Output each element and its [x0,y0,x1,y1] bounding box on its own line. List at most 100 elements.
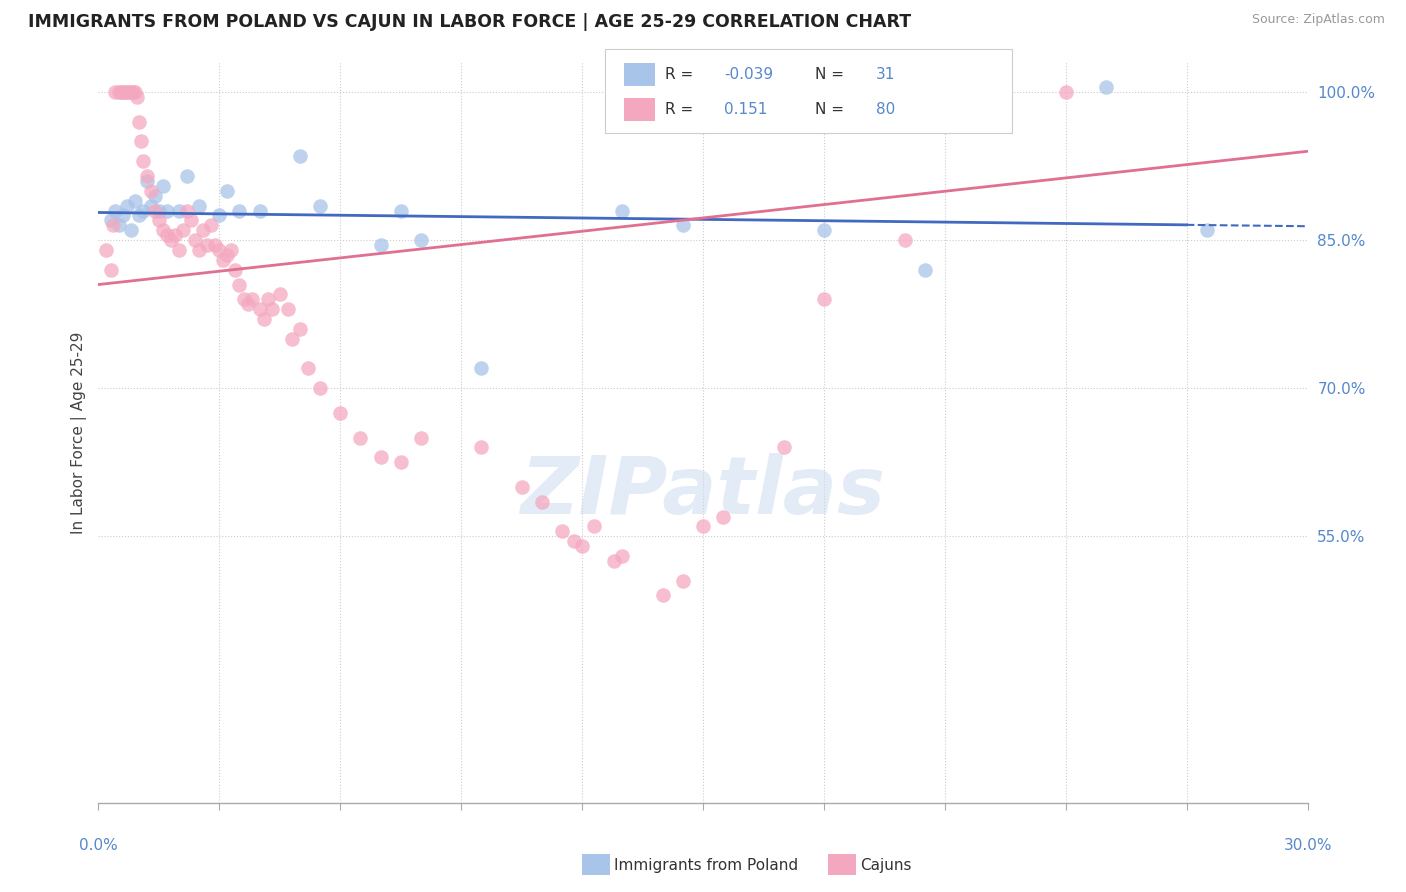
Point [115,85,138,99]
Point [152,223,174,237]
Point [603,554,626,568]
Point [115,198,138,212]
Point [228,203,250,218]
Point [107,85,129,99]
Point [139,198,162,212]
Point [772,441,794,455]
Text: N =: N = [815,103,849,117]
Point [176,203,198,218]
Point [135,169,157,183]
Point [120,85,142,99]
Point [651,589,673,603]
Point [143,203,166,218]
Point [221,243,243,257]
Point [813,223,835,237]
Point [510,480,533,494]
Point [309,198,332,212]
Point [309,381,332,395]
Point [217,248,239,262]
Point [349,431,371,445]
Text: 0.151: 0.151 [724,103,768,117]
Text: 0.0%: 0.0% [79,838,118,854]
Point [260,302,283,317]
Point [200,219,222,233]
Point [96,243,118,257]
Point [409,431,432,445]
Point [188,198,211,212]
Point [148,213,170,227]
Point [329,406,352,420]
Point [551,524,574,539]
Point [103,203,125,218]
Point [583,519,606,533]
Point [277,302,299,317]
Point [672,574,695,588]
Point [195,238,218,252]
Point [125,90,148,104]
Point [172,223,194,237]
Point [571,539,593,553]
Point [152,178,174,193]
Point [612,203,634,218]
Text: -0.039: -0.039 [724,67,773,82]
Point [1095,80,1118,95]
Point [135,174,157,188]
Point [107,219,129,233]
Point [228,277,250,292]
Point [409,233,432,247]
Point [143,188,166,202]
Text: ZIPatlas: ZIPatlas [520,453,886,531]
Text: R =: R = [665,103,699,117]
Point [914,262,936,277]
Point [167,203,190,218]
Point [389,203,412,218]
Point [370,450,392,465]
Point [132,154,155,169]
Point [893,233,915,247]
Point [180,213,202,227]
Point [217,184,239,198]
Point [470,441,492,455]
Point [672,219,695,233]
Point [297,361,319,376]
Point [103,85,125,99]
Text: Immigrants from Poland: Immigrants from Poland [614,858,799,872]
Point [101,219,124,233]
Point [167,243,190,257]
Point [111,85,134,99]
Point [111,209,134,223]
Text: 31: 31 [876,67,896,82]
Point [132,203,155,218]
Point [193,223,215,237]
Point [813,293,835,307]
Point [249,302,271,317]
Point [148,203,170,218]
Point [129,135,152,149]
Point [256,293,278,307]
Point [156,228,179,243]
Text: Cajuns: Cajuns [860,858,912,872]
Point [139,184,162,198]
Point [249,203,271,218]
Text: IMMIGRANTS FROM POLAND VS CAJUN IN LABOR FORCE | AGE 25-29 CORRELATION CHART: IMMIGRANTS FROM POLAND VS CAJUN IN LABOR… [28,13,911,31]
Point [1054,85,1077,99]
Text: 30.0%: 30.0% [1284,838,1331,854]
Point [114,85,136,99]
Point [121,85,143,99]
Point [612,549,634,563]
Point [389,455,412,469]
Point [204,238,226,252]
Point [692,519,714,533]
Point [224,262,246,277]
Point [370,238,392,252]
Point [163,228,186,243]
Text: 80: 80 [876,103,896,117]
Point [288,149,311,163]
Point [208,243,231,257]
Point [530,494,553,508]
Point [100,262,122,277]
Point [236,297,259,311]
Point [562,534,585,549]
Text: N =: N = [815,67,849,82]
Point [281,332,304,346]
